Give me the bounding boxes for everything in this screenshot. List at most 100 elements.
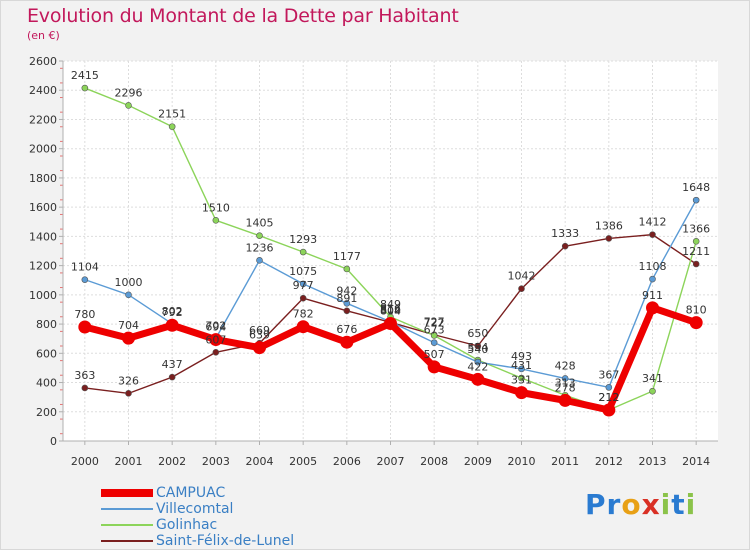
data-label: 1042 [508,270,536,283]
chart-title: Evolution du Montant de la Dette par Hab… [27,5,459,27]
proxiti-logo: Proxiti [585,488,696,521]
data-label: 326 [118,374,139,387]
legend-item: Villecomtal [101,501,294,517]
chart-subtitle: (en €) [27,29,60,42]
chart-legend: CAMPUAC Villecomtal Golinhac Saint-Félix-de… [101,485,294,549]
logo-letter: i [660,488,672,521]
data-label: 437 [162,358,183,371]
data-label: 1510 [202,201,230,214]
data-point [256,232,263,239]
y-tick-label: 1600 [29,201,57,214]
data-label: 977 [293,279,314,292]
data-point [602,403,616,417]
logo-letter: r [606,488,622,521]
data-point [692,238,700,245]
data-label: 1000 [115,276,143,289]
data-label: 431 [511,359,532,372]
data-label: 650 [467,327,488,340]
data-label: 367 [598,368,619,381]
data-point [692,260,700,268]
data-point [474,342,482,350]
data-point [122,331,135,345]
data-point [343,300,351,307]
data-point [81,384,89,392]
data-label: 313 [555,376,576,389]
legend-label: Saint-Félix-de-Lunel [156,533,295,549]
logo-letter: i [685,488,697,521]
data-label: 694 [205,321,226,334]
data-label: 1293 [289,233,317,246]
legend-swatch [101,540,153,542]
data-label: 341 [642,372,663,385]
y-tick-label: 1800 [29,172,57,185]
data-point [561,242,569,250]
data-point [253,341,266,355]
data-label: 1236 [246,241,274,254]
data-point [340,335,354,349]
data-point [165,318,179,332]
data-label: 782 [293,308,314,321]
data-point [430,332,438,339]
y-tick-label: 200 [36,406,57,419]
data-point [343,307,351,315]
x-tick-label: 2002 [158,455,186,468]
data-label: 669 [249,324,270,337]
x-tick-label: 2009 [464,455,492,468]
x-tick-label: 2004 [246,455,274,468]
data-point [515,386,528,400]
data-point [649,387,656,395]
legend-swatch [101,508,153,510]
data-label: 1177 [333,250,361,263]
data-point [212,217,220,224]
data-label: 1333 [551,227,579,240]
logo-letter: t [671,488,686,521]
data-label: 792 [162,306,183,319]
x-tick-label: 2005 [289,455,317,468]
data-label: 673 [424,324,445,337]
x-tick-label: 2007 [377,455,405,468]
y-tick-label: 1000 [29,289,57,302]
data-point [692,196,700,204]
data-point [474,358,482,366]
data-point [168,123,176,130]
legend-swatch [101,489,153,497]
data-label: 676 [336,323,357,336]
x-tick-label: 2013 [639,455,667,468]
data-label: 554 [467,341,488,354]
data-label: 704 [118,319,139,332]
data-label: 722 [424,316,445,329]
data-label: 607 [205,333,226,346]
data-label: 1405 [246,217,274,230]
y-tick-label: 400 [36,377,57,390]
data-point [689,316,703,330]
legend-label: Villecomtal [156,501,234,517]
data-point [296,320,310,334]
data-label: 804 [380,304,401,317]
x-tick-label: 2003 [202,455,230,468]
data-point [256,257,263,264]
data-point [471,372,485,386]
y-tick-label: 2000 [29,143,57,156]
data-label: 422 [467,360,488,373]
data-label: 1075 [289,265,317,278]
data-label: 727 [424,316,445,329]
data-point [605,235,613,242]
data-label: 493 [511,350,532,363]
data-point [299,280,307,288]
data-label: 802 [162,305,183,318]
data-label: 810 [686,304,707,317]
data-point [343,265,351,273]
data-label: 2296 [115,86,143,99]
x-tick-label: 2014 [682,455,710,468]
data-label: 212 [598,391,619,404]
data-label: 331 [511,374,532,387]
x-tick-label: 2006 [333,455,361,468]
y-tick-label: 2400 [29,84,57,97]
data-label: 1366 [682,222,710,235]
data-point [384,316,397,330]
data-point [558,393,572,407]
data-point [299,248,307,256]
legend-item: Saint-Félix-de-Lunel [101,533,294,549]
